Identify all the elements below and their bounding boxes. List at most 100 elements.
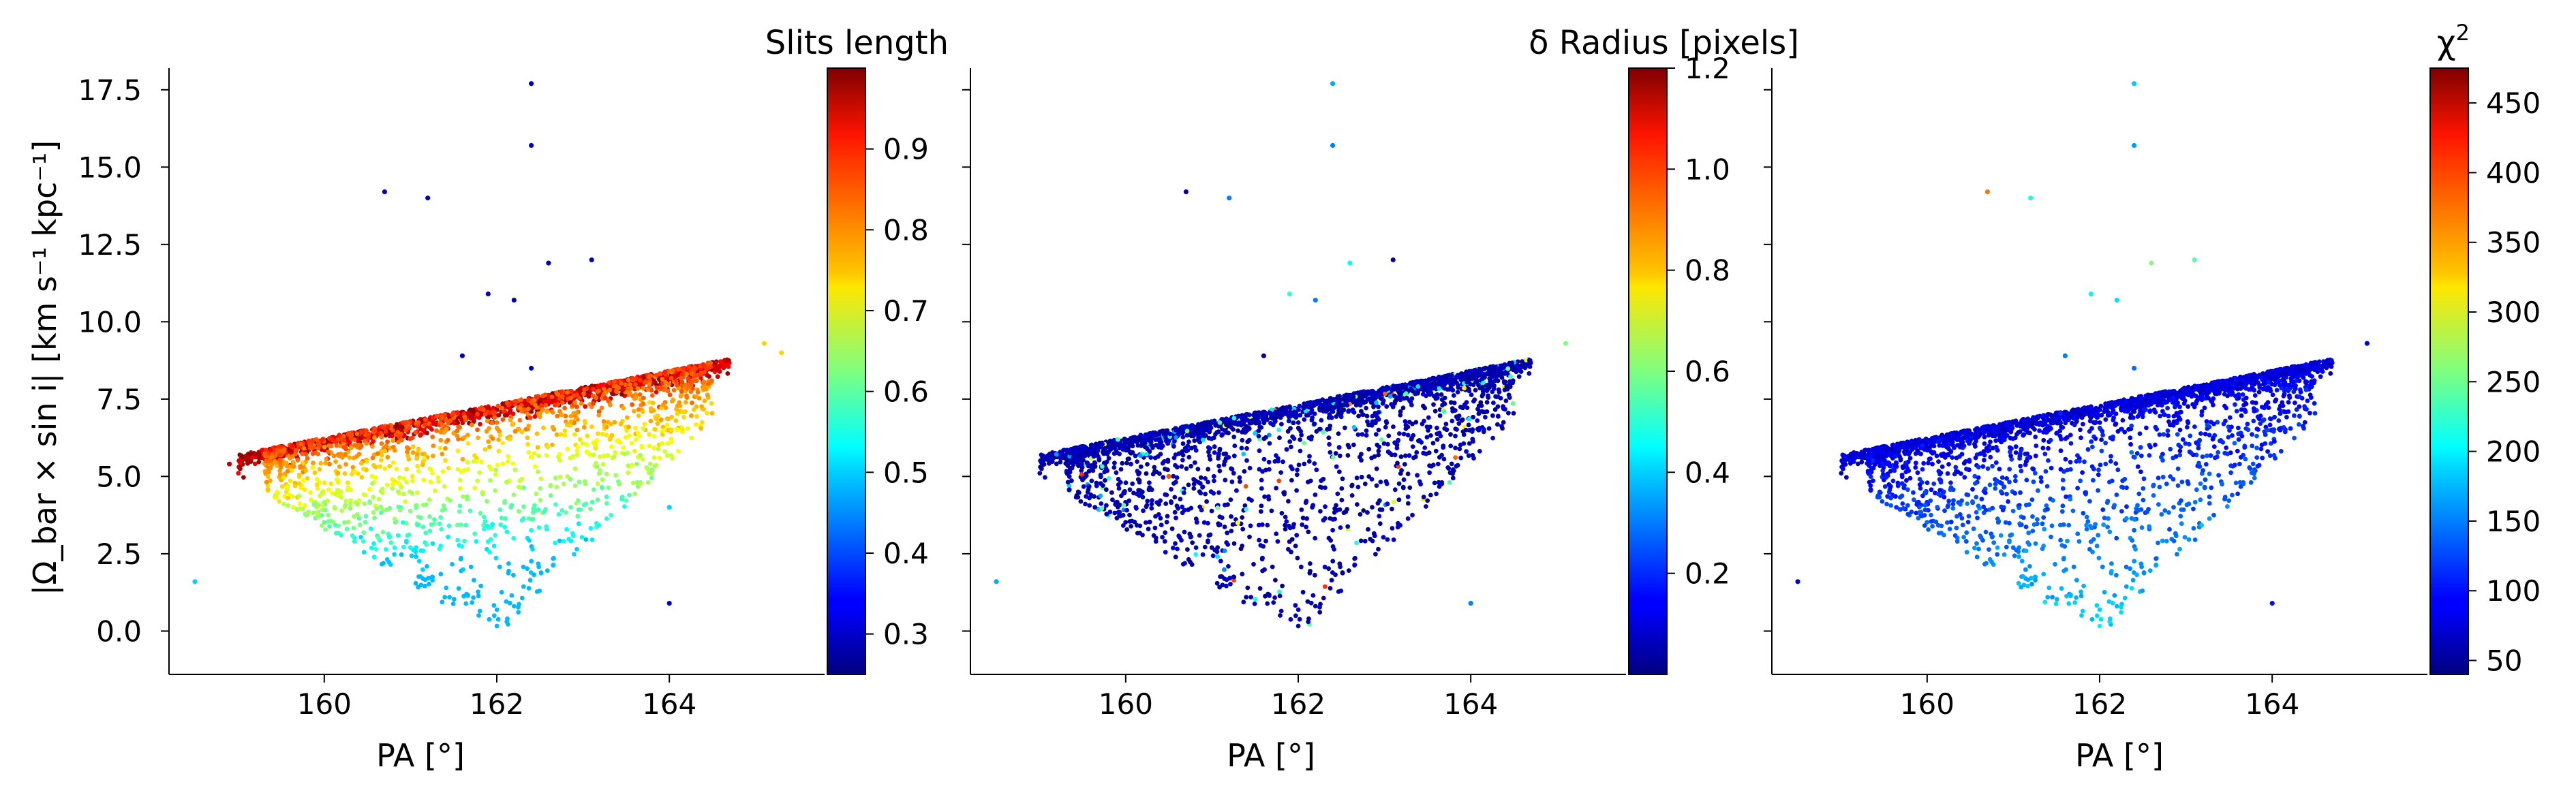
scatter-point: [641, 386, 646, 391]
scatter-point: [1216, 456, 1221, 461]
scatter-point: [1482, 427, 1486, 432]
scatter-point: [1163, 467, 1167, 471]
scatter-point: [352, 469, 358, 475]
scatter-point: [1267, 467, 1272, 472]
scatter-point: [502, 499, 508, 504]
scatter-point: [506, 561, 511, 566]
scatter-point: [415, 463, 420, 469]
scatter-point: [1266, 497, 1272, 502]
scatter-point: [322, 444, 327, 450]
scatter-point: [1370, 388, 1375, 394]
scatter-point: [1163, 550, 1168, 554]
scatter-point: [309, 497, 313, 503]
y-tick-label: 15.0: [78, 151, 142, 184]
scatter-point: [656, 446, 661, 452]
scatter-point: [649, 471, 654, 476]
scatter-point: [350, 465, 356, 470]
scatter-point: [363, 514, 369, 519]
scatter-point: [1152, 525, 1158, 531]
scatter-point: [511, 493, 517, 497]
scatter-point: [602, 422, 607, 428]
scatter-point: [1455, 390, 1460, 394]
scatter-point: [354, 431, 360, 437]
scatter-point: [1236, 428, 1240, 433]
scatter-point: [1353, 403, 1359, 408]
scatter-point: [1153, 514, 1158, 519]
scatter-point: [1186, 424, 1192, 429]
scatter-point: [536, 561, 541, 566]
scatter-point: [568, 419, 574, 424]
scatter-point: [677, 400, 682, 405]
scatter-point: [328, 481, 334, 486]
scatter-point: [1058, 456, 1063, 460]
scatter-point: [470, 600, 475, 605]
scatter-point: [1079, 444, 1084, 449]
scatter-point: [709, 401, 714, 406]
scatter-point: [1398, 522, 1403, 528]
scatter-point: [1257, 448, 1262, 454]
scatter-point: [1091, 454, 1097, 459]
scatter-point: [1118, 467, 1124, 472]
scatter-point: [562, 405, 567, 411]
scatter-point: [709, 411, 715, 416]
scatter-point: [589, 537, 595, 542]
scatter-point: [588, 506, 593, 512]
scatter-point: [297, 501, 303, 506]
scatter-point: [1442, 401, 1447, 407]
scatter-point: [1200, 484, 1205, 490]
scatter-point: [1137, 453, 1143, 458]
scatter-point: [1466, 453, 1471, 458]
scatter-point: [1343, 425, 1347, 431]
scatter-point: [507, 410, 512, 416]
scatter-point: [624, 415, 630, 420]
y-tick-label: 5.0: [96, 460, 142, 493]
scatter-point: [420, 452, 425, 456]
y-axis-label: |Ω_bar × sin i| [km s⁻¹ kpc⁻¹]: [27, 140, 64, 595]
scatter-point: [604, 471, 609, 477]
scatter-point: [415, 522, 420, 528]
scatter-point: [1373, 552, 1378, 557]
scatter-point: [1289, 537, 1295, 542]
scatter-point: [413, 430, 418, 435]
scatter-point: [666, 505, 672, 510]
scatter-point: [424, 542, 429, 547]
scatter-point: [525, 566, 530, 572]
scatter-point: [1506, 392, 1512, 398]
scatter-point: [534, 431, 540, 436]
scatter-point: [1180, 510, 1185, 516]
scatter-point: [1240, 437, 1245, 443]
scatter-point: [1087, 503, 1092, 508]
scatter-point: [662, 427, 667, 433]
scatter-point: [1179, 464, 1184, 469]
scatter-point: [533, 507, 538, 513]
scatter-point: [1317, 605, 1322, 610]
scatter-point: [438, 446, 443, 451]
y-tick-label: 0.0: [96, 614, 142, 648]
scatter-point: [526, 450, 532, 455]
scatter-point: [474, 458, 479, 464]
scatter-point: [425, 431, 429, 436]
scatter-point: [695, 390, 701, 394]
scatter-point: [1191, 486, 1197, 491]
scatter-point: [1310, 593, 1316, 598]
scatter-point: [370, 481, 375, 486]
scatter-point: [506, 402, 511, 407]
scatter-point: [658, 371, 663, 377]
scatter-point: [1334, 403, 1339, 407]
scatter-point: [1374, 400, 1379, 405]
scatter-point: [445, 437, 450, 443]
scatter-point: [1347, 444, 1351, 450]
scatter-point: [511, 535, 517, 541]
scatter-point: [1281, 459, 1285, 465]
scatter-point: [1244, 458, 1249, 463]
scatter-point: [427, 529, 433, 533]
scatter-point: [1437, 386, 1442, 391]
scatter-point: [509, 593, 515, 598]
scatter-point: [310, 465, 316, 470]
colorbar-tick-label: 0.3: [883, 618, 929, 651]
scatter-point: [550, 424, 555, 430]
scatter-point: [368, 526, 373, 531]
scatter-point: [1475, 407, 1480, 411]
scatter-point: [325, 498, 331, 503]
scatter-point: [1362, 481, 1368, 486]
